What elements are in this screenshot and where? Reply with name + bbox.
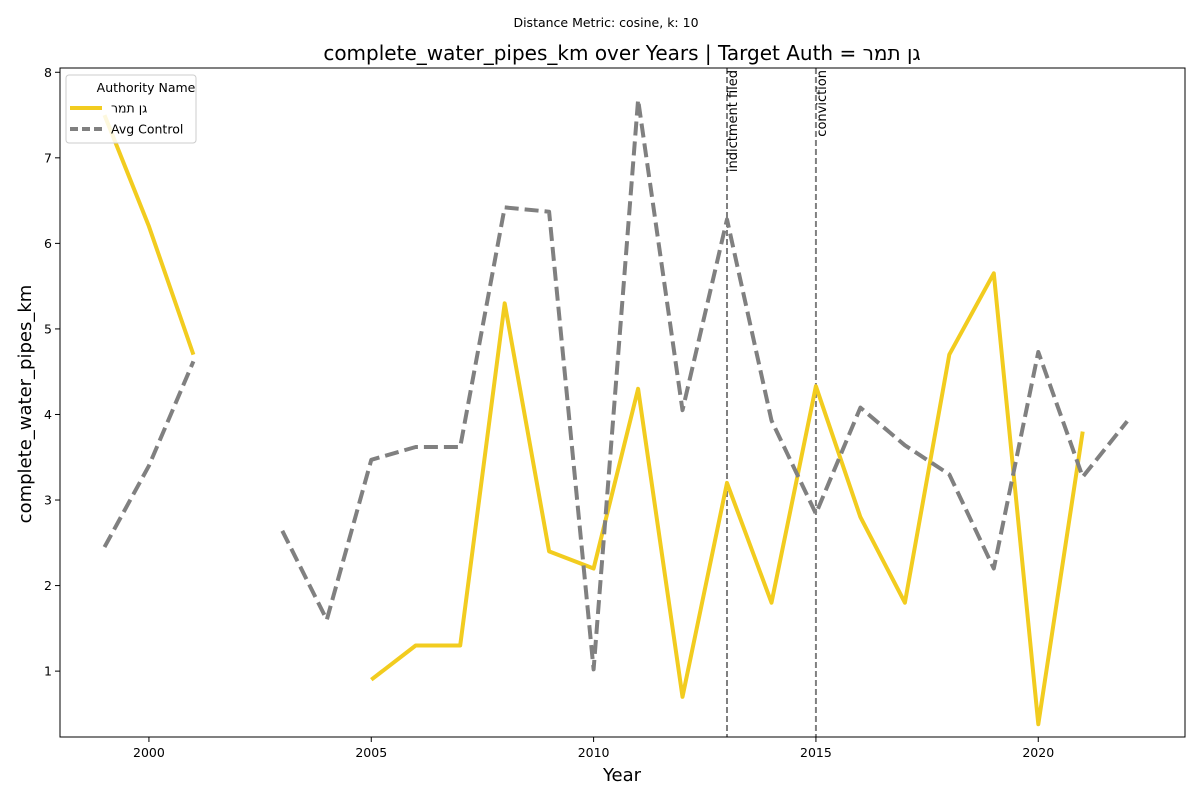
y-tick-label: 8 <box>44 65 52 80</box>
legend-title: Authority Name <box>97 80 196 95</box>
legend-label-1: Avg Control <box>111 122 183 137</box>
x-tick-label: 2005 <box>355 745 387 760</box>
annotations: indictment filed conviction <box>725 68 830 737</box>
y-tick-label: 6 <box>44 236 52 251</box>
y-tick-label: 1 <box>44 664 52 679</box>
y-tick-label: 3 <box>44 493 52 508</box>
y-tick-label: 5 <box>44 321 52 336</box>
y-axis-label: complete_water_pipes_km <box>15 285 36 524</box>
series-line-1 <box>102 360 196 549</box>
x-tick-label: 2020 <box>1022 745 1054 760</box>
series-line-0 <box>370 271 1085 727</box>
x-tick-label: 2010 <box>578 745 610 760</box>
series-line-0 <box>102 114 196 356</box>
legend-entries: גן תמר Avg Control <box>70 101 183 137</box>
legend-label-0: גן תמר <box>111 101 147 116</box>
y-tick-label: 7 <box>44 150 52 165</box>
x-tick-label: 2015 <box>800 745 832 760</box>
x-tick-label: 2000 <box>133 745 165 760</box>
legend: Authority Name גן תמר Avg Control <box>65 74 197 144</box>
axes: 2000 2005 2010 2015 2020 1 2 3 4 5 6 7 8 <box>44 65 1186 760</box>
annotation-label: conviction <box>815 70 830 137</box>
chart-suptitle: Distance Metric: cosine, k: 10 <box>513 15 698 30</box>
chart-title: complete_water_pipes_km over Years | Tar… <box>323 41 920 65</box>
legend-frame <box>65 74 197 144</box>
series-lines <box>102 97 1129 727</box>
series-line-1 <box>280 97 1129 672</box>
y-tick-label: 2 <box>44 578 52 593</box>
plot-frame <box>59 67 1186 738</box>
annotation-label: indictment filed <box>726 70 741 172</box>
y-tick-label: 4 <box>44 407 52 422</box>
x-axis-label: Year <box>602 765 642 786</box>
